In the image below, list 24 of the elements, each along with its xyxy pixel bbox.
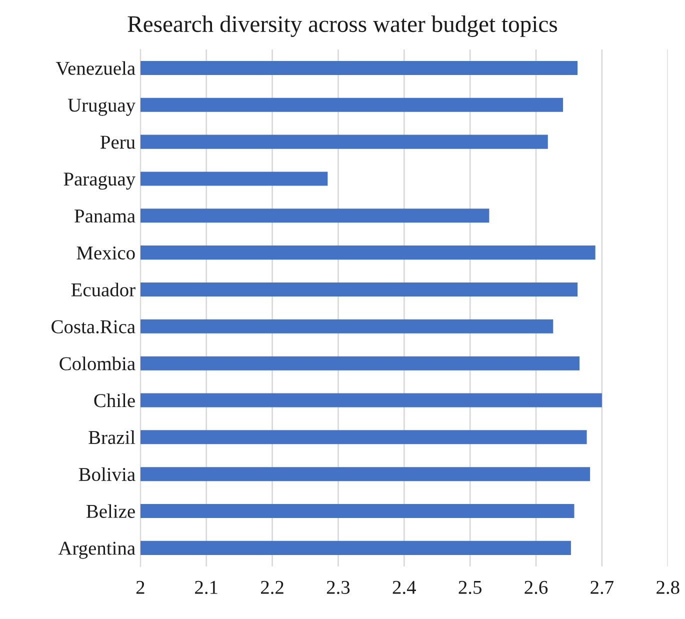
y-tick-label: Bolivia <box>78 467 136 482</box>
y-tick-label: Mexico <box>76 246 135 260</box>
y-tick-label: Chile <box>94 394 135 408</box>
x-tick-label: 2.2 <box>260 580 284 594</box>
chart-title: Research diversity across water budget topics <box>128 15 558 37</box>
y-tick-label: Uruguay <box>68 98 136 116</box>
y-tick-label: Peru <box>100 136 136 149</box>
y-tick-label: Colombia <box>60 356 136 370</box>
x-tick-label: 2.1 <box>195 580 218 594</box>
y-tick-label: Panama <box>74 210 136 223</box>
x-tick-label: 2 <box>136 580 144 594</box>
x-tick-label: 2.5 <box>458 580 482 594</box>
y-tick-label: Venezuela <box>56 61 136 76</box>
y-tick-label: Paraguay <box>64 172 136 190</box>
y-tick-label: Costa.Rica <box>52 320 136 334</box>
y-tick-label: Argentina <box>58 542 136 559</box>
y-tick-label: Ecuador <box>71 282 136 296</box>
x-tick-label: 2.4 <box>392 580 416 594</box>
x-tick-label: 2.7 <box>590 580 614 594</box>
x-tick-label: 2.8 <box>656 580 680 594</box>
y-tick-label: Brazil <box>88 430 136 444</box>
x-tick-label: 2.6 <box>524 580 548 594</box>
x-tick-label: 2.3 <box>326 580 350 594</box>
y-tick-label: Belize <box>86 504 135 518</box>
